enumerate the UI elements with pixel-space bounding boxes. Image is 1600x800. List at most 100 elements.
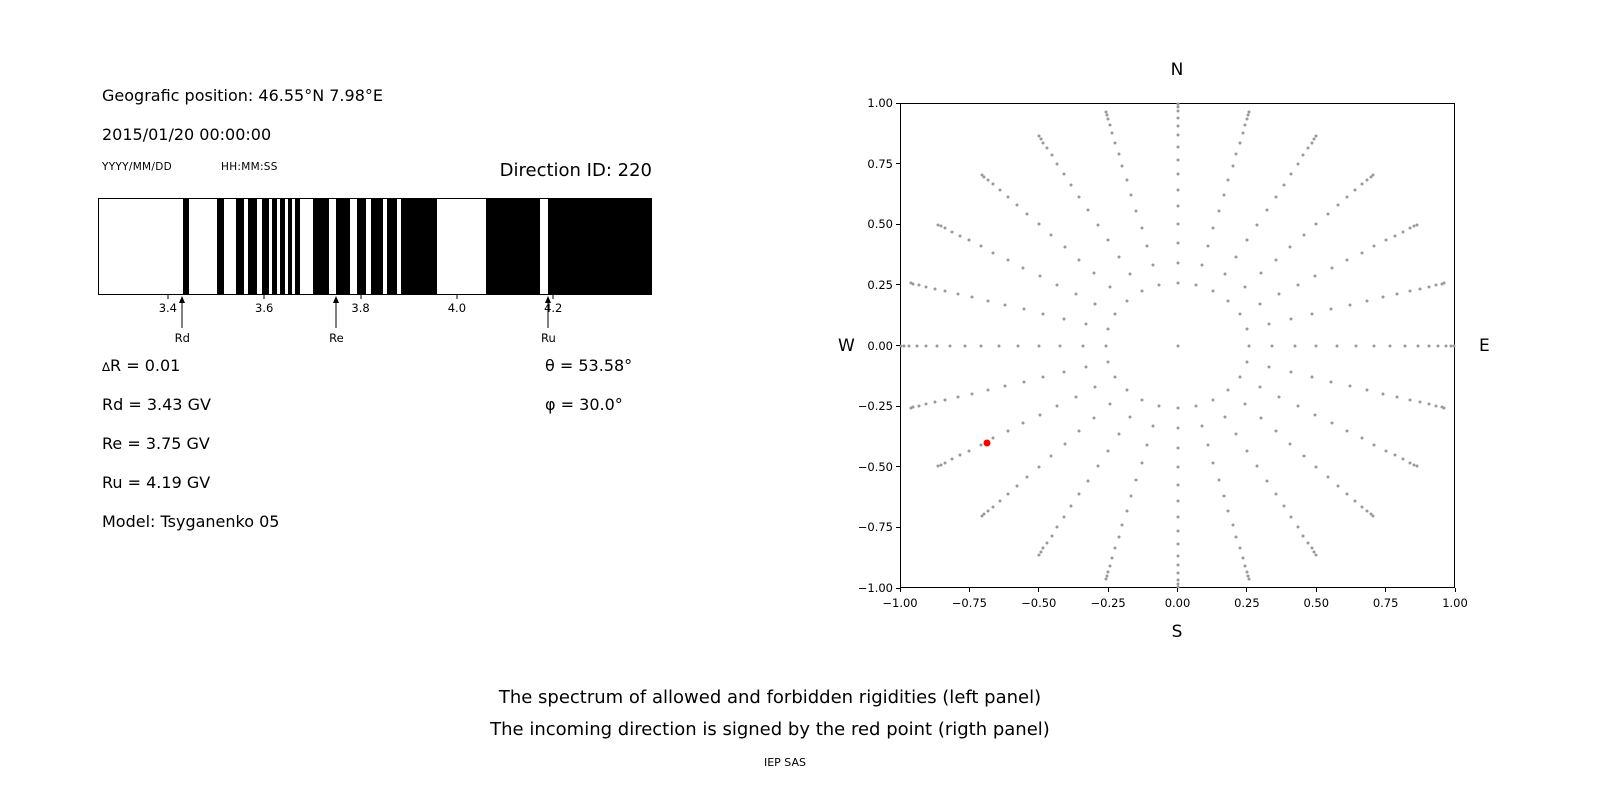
direction-grid-dot — [1176, 585, 1179, 589]
direction-grid-dot — [1108, 123, 1112, 127]
direction-grid-dot — [1345, 429, 1349, 433]
direction-grid-dot — [948, 344, 952, 347]
direction-grid-dot — [1176, 241, 1179, 245]
direction-grid-dot — [1442, 406, 1446, 410]
direction-grid-dot — [1345, 258, 1349, 262]
phi-value: φ = 30.0° — [545, 395, 623, 414]
direction-y-tick-label: 0.75 — [867, 156, 893, 171]
direction-grid-dot — [1194, 283, 1198, 287]
direction-grid-dot — [963, 344, 967, 347]
direction-x-tick — [1385, 588, 1387, 592]
direction-x-tick — [1177, 588, 1178, 592]
direction-grid-dot — [1176, 578, 1179, 582]
direction-grid-dot — [935, 344, 939, 347]
direction-grid-dot — [979, 443, 983, 447]
direction-grid-dot — [1037, 465, 1041, 469]
direction-grid-dot — [1314, 134, 1318, 138]
direction-grid-dot — [1270, 344, 1274, 347]
direction-grid-dot — [1041, 141, 1045, 145]
direction-grid-dot — [1418, 287, 1422, 291]
direction-grid-dot — [1360, 182, 1364, 186]
direction-x-tick-label: −0.50 — [1021, 596, 1057, 610]
direction-x-tick-label: −0.25 — [1090, 596, 1126, 610]
direction-grid-dot — [1120, 164, 1124, 168]
direction-grid-dot — [1384, 449, 1388, 452]
direction-grid-dot — [1176, 116, 1179, 120]
direction-grid-dot — [1369, 512, 1373, 516]
direction-grid-dot — [1063, 442, 1067, 446]
direction-grid-dot — [1092, 416, 1096, 420]
direction-grid-dot — [1245, 117, 1249, 121]
direction-grid-dot — [956, 292, 960, 296]
marker-arrow-line-re — [335, 302, 337, 328]
direction-grid-dot — [1055, 283, 1059, 287]
direction-grid-dot — [1452, 344, 1456, 347]
rd-value: Rd = 3.43 GV — [102, 395, 211, 414]
caption-line-2: The incoming direction is signed by the … — [490, 719, 1050, 740]
direction-id-text: Direction ID: 220 — [499, 160, 652, 181]
direction-grid-dot — [1176, 582, 1179, 586]
direction-grid-dot — [1025, 475, 1029, 479]
direction-grid-dot — [1354, 344, 1358, 347]
direction-grid-dot — [1434, 283, 1438, 287]
direction-grid-dot — [1365, 509, 1369, 513]
direction-grid-dot — [1106, 238, 1110, 242]
direction-grid-dot — [1176, 109, 1179, 113]
direction-grid-dot — [1289, 515, 1293, 519]
direction-y-tick-label: 0.50 — [867, 217, 893, 232]
direction-grid-dot — [1104, 577, 1108, 581]
direction-grid-dot — [1226, 299, 1230, 303]
direction-grid-dot — [1289, 370, 1293, 374]
direction-grid-dot — [1062, 317, 1066, 321]
direction-grid-dot — [986, 178, 990, 182]
allowed-band — [287, 199, 293, 294]
direction-grid-dot — [1412, 463, 1416, 467]
direction-grid-dot — [1096, 464, 1100, 468]
direction-grid-dot — [1444, 344, 1448, 347]
direction-grid-dot — [1440, 282, 1444, 286]
direction-grid-dot — [1194, 404, 1198, 408]
direction-grid-dot — [1348, 384, 1352, 388]
direction-grid-dot — [1211, 398, 1215, 402]
direction-grid-dot — [1025, 212, 1029, 216]
allowed-band — [335, 199, 351, 294]
direction-grid-dot — [997, 344, 1001, 347]
direction-grid-dot — [967, 238, 971, 242]
direction-grid-dot — [1393, 453, 1397, 457]
direction-grid-dot — [1176, 563, 1179, 567]
allowed-band — [279, 199, 285, 294]
allowed-band — [547, 199, 651, 294]
direction-grid-dot — [1306, 541, 1310, 545]
direction-grid-dot — [1038, 274, 1042, 278]
direction-grid-dot — [958, 234, 962, 238]
allowed-band — [216, 199, 225, 294]
direction-grid-dot — [1403, 344, 1407, 347]
direction-grid-dot — [1274, 195, 1278, 199]
direction-grid-dot — [1041, 312, 1045, 316]
direction-grid-dot — [1393, 234, 1397, 238]
direction-grid-dot — [1113, 141, 1117, 145]
direction-grid-dot — [1096, 223, 1100, 227]
direction-grid-dot — [1176, 542, 1179, 546]
credit-text: IEP SAS — [763, 756, 807, 769]
marker-arrow-line-ru — [547, 302, 549, 328]
direction-x-tick — [899, 588, 901, 592]
direction-grid-dot — [1176, 515, 1179, 519]
direction-grid-dot — [1092, 271, 1096, 275]
direction-grid-dot — [1401, 230, 1405, 234]
direction-grid-dot — [1093, 385, 1097, 389]
direction-grid-dot — [1259, 416, 1262, 420]
direction-grid-dot — [1211, 461, 1215, 465]
direction-grid-dot — [1176, 133, 1179, 137]
direction-grid-dot — [1282, 504, 1286, 508]
direction-grid-dot — [1157, 283, 1161, 287]
direction-x-tick-label: 0.50 — [1303, 596, 1330, 610]
direction-grid-dot — [1314, 222, 1318, 226]
direction-grid-dot — [1015, 484, 1019, 488]
direction-grid-dot — [1274, 429, 1278, 433]
direction-grid-dot — [1395, 395, 1399, 399]
direction-grid-dot — [1345, 492, 1349, 496]
marker-arrow-head-re — [333, 296, 340, 303]
direction-grid-dot — [1442, 281, 1446, 285]
direction-grid-dot — [1176, 571, 1179, 575]
